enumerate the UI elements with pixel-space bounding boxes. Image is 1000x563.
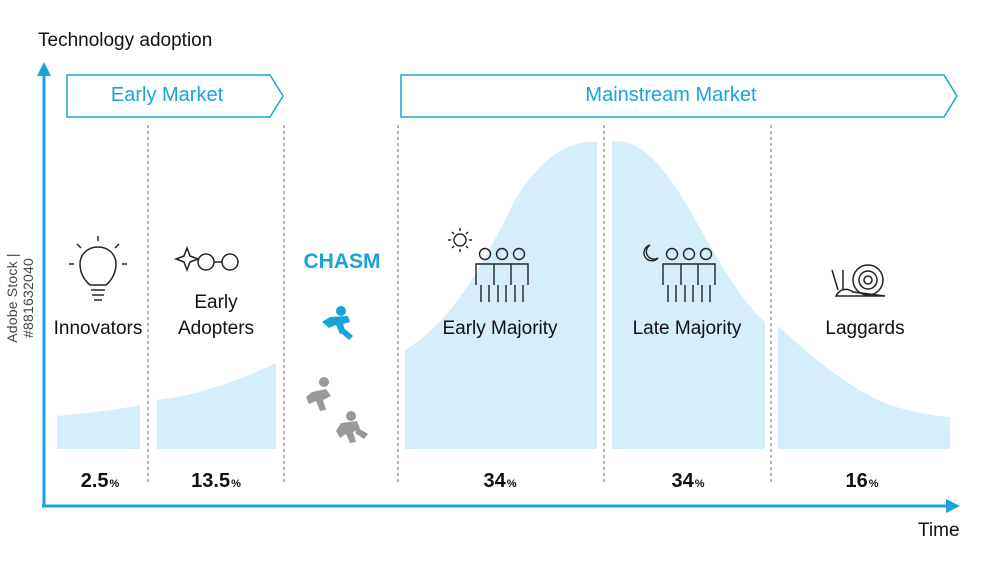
percent-early-adopters: 13.5% — [168, 470, 264, 493]
sparkle-glasses-icon — [173, 245, 239, 273]
segment-label-innovators: Innovators — [53, 318, 143, 339]
percent-unit: % — [231, 478, 241, 490]
percent-laggards: 16% — [822, 470, 902, 493]
percent-unit: % — [109, 478, 120, 490]
percent-value: 2.5 — [80, 470, 109, 492]
percent-unit: % — [694, 478, 705, 490]
segment-label-early-majority: Early Majority — [442, 318, 558, 339]
sun-people-icon — [448, 228, 529, 302]
early-adopters-curve — [157, 363, 276, 449]
percent-late-majority: 34% — [648, 470, 728, 493]
laggards-curve — [778, 326, 950, 449]
percent-unit: % — [868, 478, 879, 490]
percent-value: 34 — [671, 470, 694, 492]
axes — [37, 62, 960, 513]
segment-label-early-adopters: Early Adopters — [177, 292, 255, 339]
snail-icon — [831, 264, 886, 297]
lightbulb-icon — [69, 236, 127, 301]
percent-value: 34 — [483, 470, 506, 492]
percent-unit: % — [506, 478, 517, 490]
percent-value: 13.5 — [191, 470, 231, 492]
late-majority-curve — [612, 140, 765, 449]
percent-early-majority: 34% — [460, 470, 540, 493]
percent-value: 16 — [845, 470, 868, 492]
mainstream-market-banner — [400, 74, 958, 118]
early-market-label: Early Market — [110, 84, 224, 106]
jumping-figure-icon — [322, 306, 353, 340]
moon-people-icon — [643, 244, 716, 302]
segment-label-laggards: Laggards — [825, 318, 905, 339]
watermark-text: Adobe Stock | #881632040 — [4, 253, 36, 343]
innovators-curve — [57, 405, 140, 449]
falling-figure-2-icon — [336, 411, 368, 443]
percent-innovators: 2.5% — [60, 470, 140, 493]
y-axis-arrow-icon — [37, 62, 51, 76]
y-axis-label: Technology adoption — [38, 30, 213, 51]
segment-label-late-majority: Late Majority — [632, 318, 742, 339]
x-axis-arrow-icon — [946, 499, 960, 513]
falling-figure-icon — [306, 377, 331, 411]
chasm-label: CHASM — [303, 250, 381, 273]
early-market-banner — [66, 74, 284, 118]
mainstream-market-label: Mainstream Market — [585, 84, 757, 106]
early-majority-curve — [405, 141, 597, 449]
x-axis-label: Time — [918, 520, 960, 541]
